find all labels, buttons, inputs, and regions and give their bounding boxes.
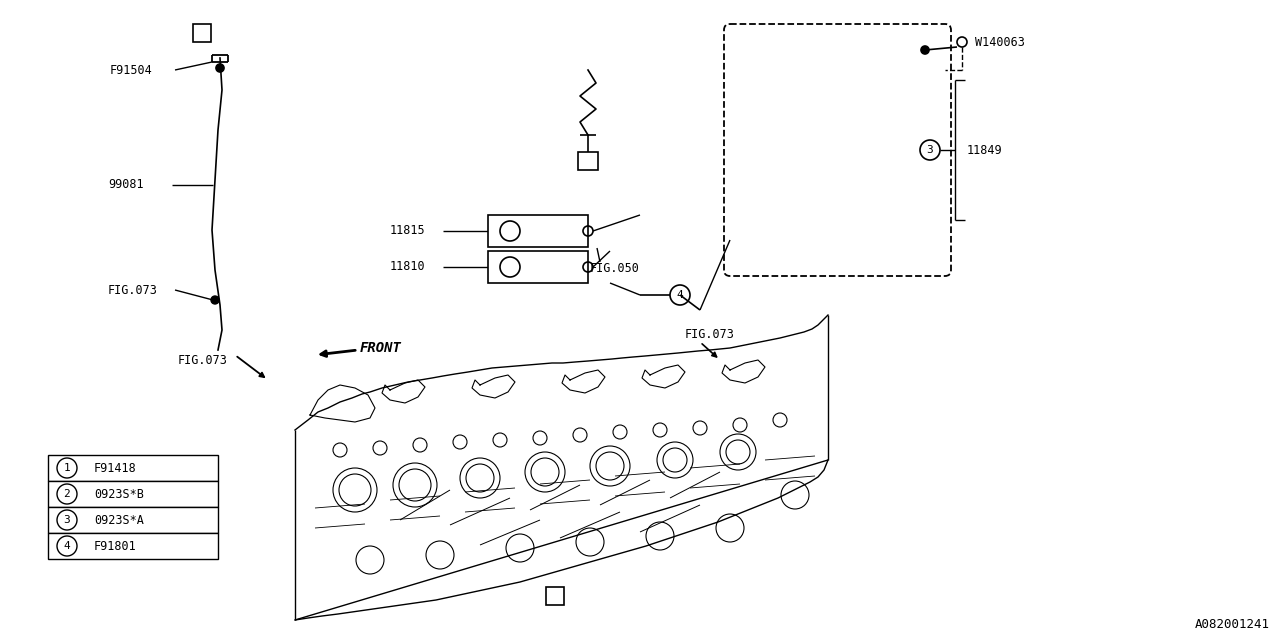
Text: 11815: 11815: [390, 225, 426, 237]
FancyBboxPatch shape: [724, 24, 951, 276]
Text: FIG.073: FIG.073: [108, 284, 157, 296]
Bar: [193, 24, 211, 42]
Circle shape: [211, 296, 219, 304]
Text: F91504: F91504: [110, 63, 152, 77]
Text: 3: 3: [927, 145, 933, 155]
Bar: [49, 481, 218, 507]
Text: 0923S*B: 0923S*B: [93, 488, 143, 500]
Text: 99081: 99081: [108, 179, 143, 191]
Bar: [547, 587, 564, 605]
Bar: [49, 533, 218, 559]
Text: FRONT: FRONT: [360, 341, 402, 355]
Text: 3: 3: [64, 515, 70, 525]
Text: 1: 1: [507, 262, 513, 272]
Text: 4: 4: [64, 541, 70, 551]
Text: 11849: 11849: [966, 143, 1002, 157]
Text: 11810: 11810: [390, 260, 426, 273]
Text: 0923S*A: 0923S*A: [93, 513, 143, 527]
Circle shape: [922, 46, 929, 54]
Text: 2: 2: [64, 489, 70, 499]
Text: 2: 2: [507, 226, 513, 236]
Bar: [49, 455, 218, 481]
Text: F91418: F91418: [93, 461, 137, 474]
Text: F91801: F91801: [93, 540, 137, 552]
Bar: [579, 152, 598, 170]
Bar: [488, 251, 588, 283]
Text: FIG.073: FIG.073: [685, 328, 735, 342]
Circle shape: [216, 64, 224, 72]
Text: FIG.050: FIG.050: [590, 262, 640, 275]
Bar: [49, 507, 218, 533]
Text: A082001241: A082001241: [1196, 618, 1270, 632]
Text: A: A: [552, 591, 558, 601]
Text: FIG.073: FIG.073: [178, 353, 228, 367]
Text: 4: 4: [677, 290, 684, 300]
Text: A: A: [198, 28, 205, 38]
Bar: [488, 215, 588, 247]
Text: W140063: W140063: [975, 35, 1025, 49]
Text: 1: 1: [64, 463, 70, 473]
